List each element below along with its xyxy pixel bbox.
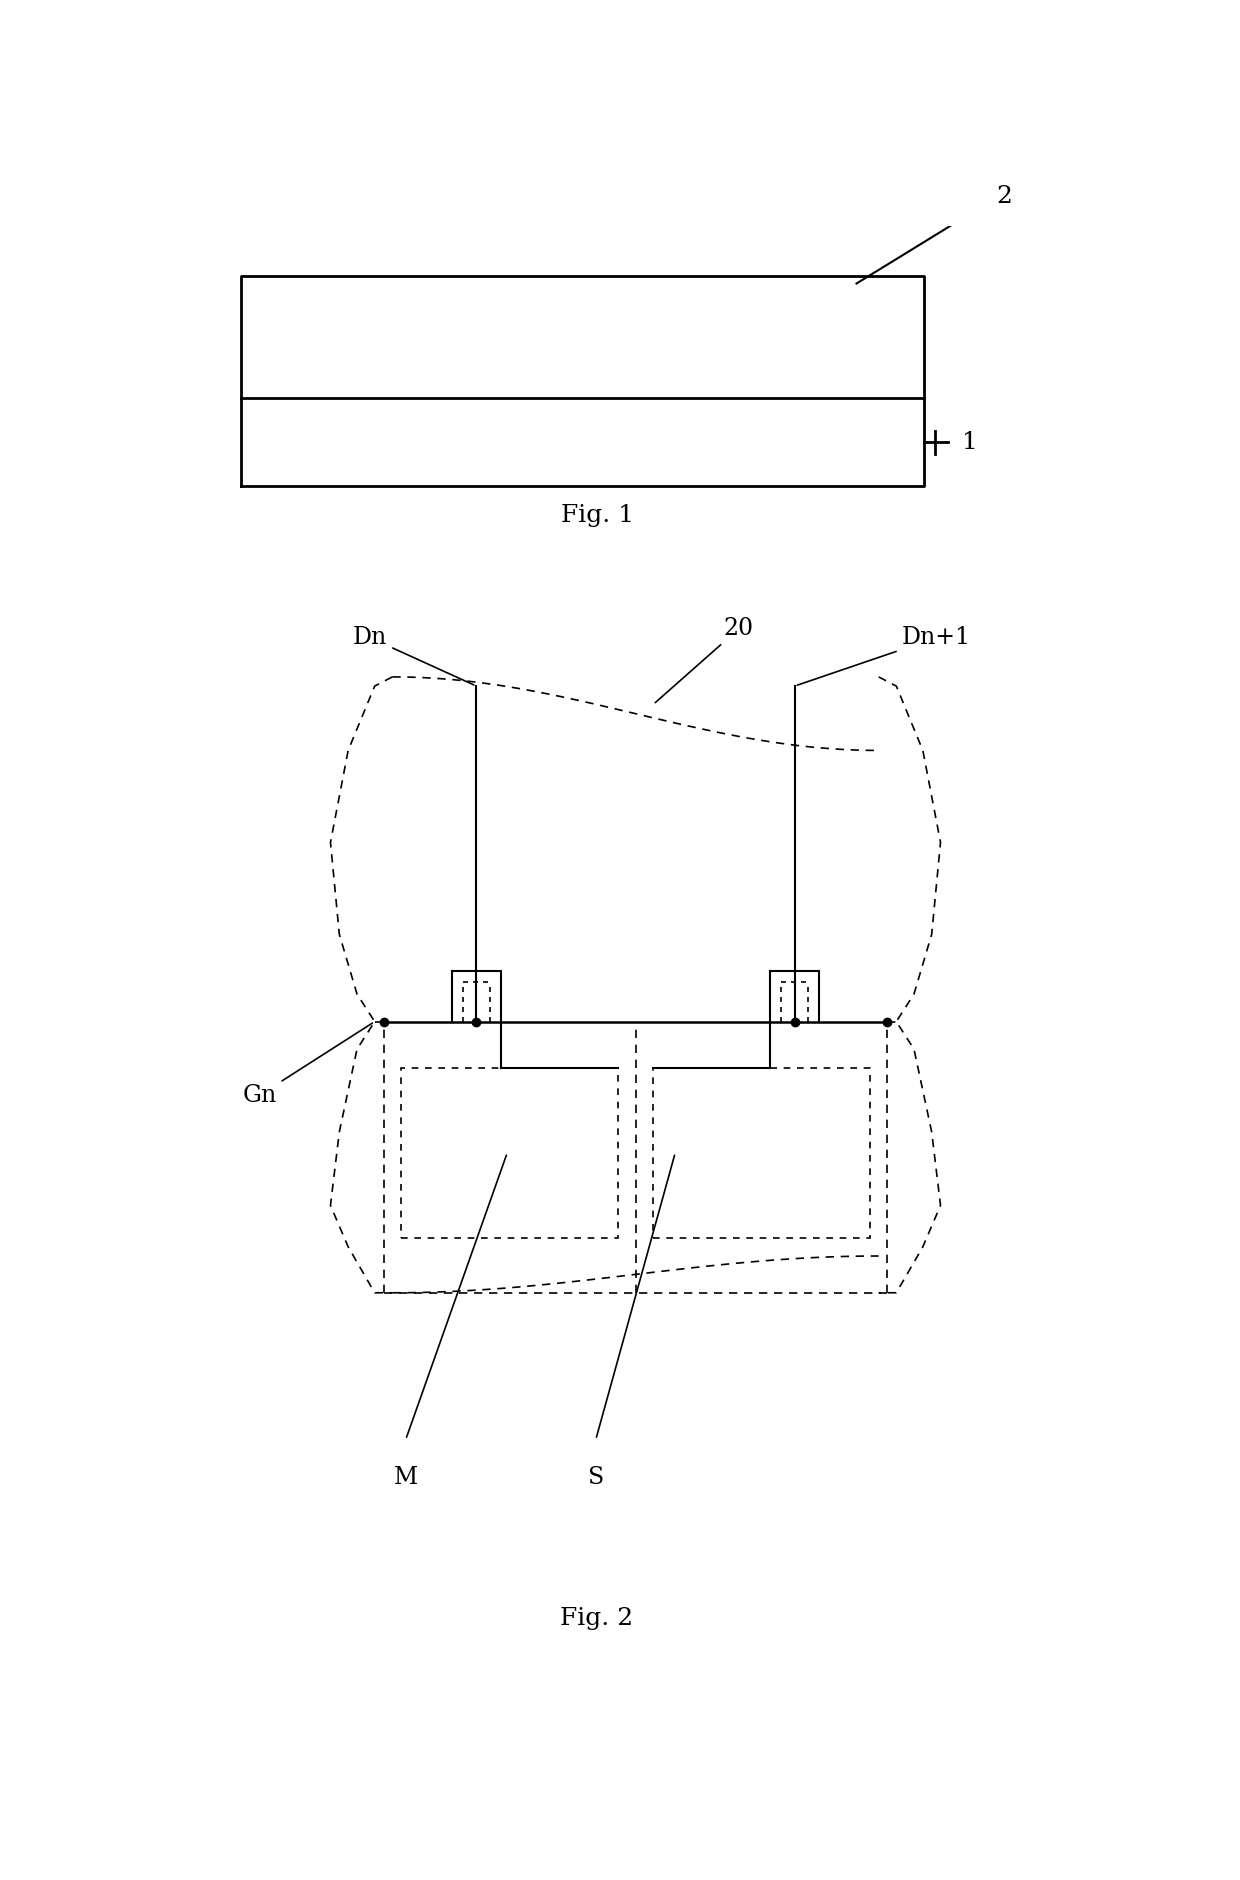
Text: Gn: Gn [243,1023,372,1107]
Text: Dn+1: Dn+1 [797,626,971,684]
FancyBboxPatch shape [402,1068,618,1237]
Text: Dn: Dn [353,626,474,684]
Text: 2: 2 [996,184,1012,209]
Text: 20: 20 [655,617,754,703]
Text: 1: 1 [962,431,978,453]
Text: Fig. 2: Fig. 2 [560,1607,634,1630]
Text: Fig. 1: Fig. 1 [560,504,634,526]
Text: M: M [393,1466,418,1489]
Text: S: S [588,1466,604,1489]
FancyBboxPatch shape [653,1068,869,1237]
